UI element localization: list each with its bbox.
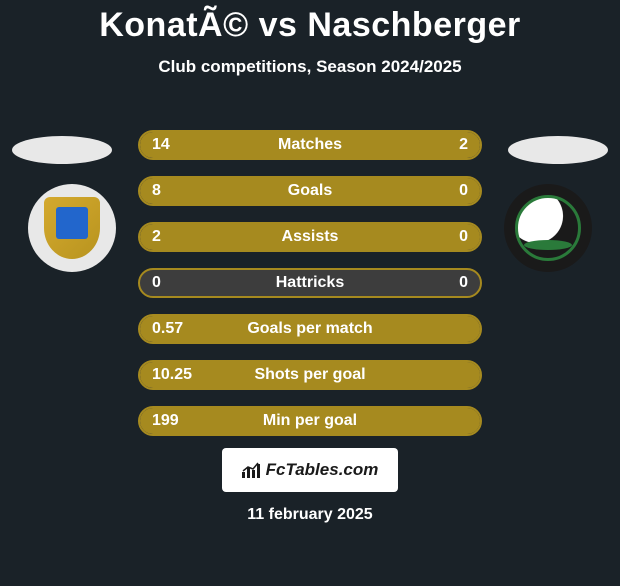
stat-label: Assists — [140, 228, 480, 246]
stat-label: Goals per match — [140, 320, 480, 338]
crest-icon — [44, 197, 100, 259]
player-silhouette-left — [12, 136, 112, 164]
stat-label: Goals — [140, 182, 480, 200]
stat-row: 199Min per goal — [138, 406, 482, 436]
brand-badge: FcTables.com — [222, 448, 398, 492]
stat-row: 2Assists0 — [138, 222, 482, 252]
chart-icon — [242, 462, 262, 478]
date-label: 11 february 2025 — [0, 506, 620, 524]
crest-icon — [515, 195, 581, 261]
subtitle: Club competitions, Season 2024/2025 — [0, 57, 620, 77]
stat-row: 0Hattricks0 — [138, 268, 482, 298]
brand-text: FcTables.com — [266, 460, 379, 480]
stat-row: 10.25Shots per goal — [138, 360, 482, 390]
player-silhouette-right — [508, 136, 608, 164]
stat-label: Min per goal — [140, 412, 480, 430]
stat-value-right: 2 — [459, 136, 468, 154]
club-logo-right — [504, 184, 592, 272]
stat-label: Hattricks — [140, 274, 480, 292]
stat-label: Matches — [140, 136, 480, 154]
page-title: KonatÃ© vs Naschberger — [0, 6, 620, 45]
stat-row: 0.57Goals per match — [138, 314, 482, 344]
stat-label: Shots per goal — [140, 366, 480, 384]
stats-bars: 14Matches28Goals02Assists00Hattricks00.5… — [138, 130, 482, 452]
stat-row: 14Matches2 — [138, 130, 482, 160]
stat-value-right: 0 — [459, 182, 468, 200]
club-logo-left — [28, 184, 116, 272]
stat-row: 8Goals0 — [138, 176, 482, 206]
stat-value-right: 0 — [459, 228, 468, 246]
stat-value-right: 0 — [459, 274, 468, 292]
